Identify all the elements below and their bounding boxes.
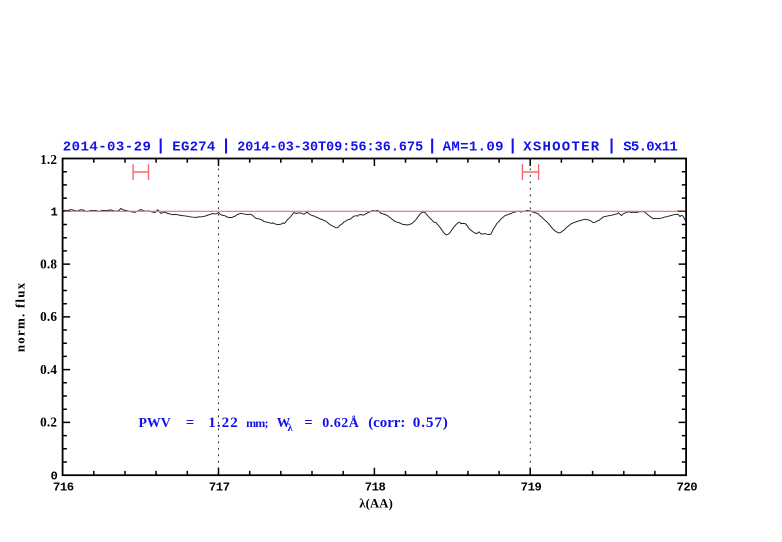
svg-text:norm. flux: norm. flux [13, 282, 28, 353]
svg-text:716: 716 [53, 481, 74, 495]
svg-text:717: 717 [209, 481, 230, 495]
svg-text:1: 1 [50, 206, 57, 220]
svg-text:2014-03-30T09:56:36.675: 2014-03-30T09:56:36.675 [237, 141, 423, 156]
svg-text:S5.0x11: S5.0x11 [623, 140, 677, 156]
svg-text:0.2: 0.2 [40, 415, 57, 430]
svg-text:0.62Å: 0.62Å [322, 415, 360, 431]
svg-text:XSHOOTER: XSHOOTER [523, 140, 600, 156]
svg-text:EG274: EG274 [172, 140, 215, 156]
svg-text:|: | [427, 137, 437, 155]
svg-text:|: | [221, 137, 231, 155]
svg-text:=: = [304, 415, 312, 431]
svg-text:|: | [156, 137, 166, 155]
svg-text:0: 0 [50, 469, 57, 483]
svg-text:1.2: 1.2 [40, 152, 57, 167]
svg-text:0.4: 0.4 [40, 362, 57, 377]
svg-text:1.22: 1.22 [208, 415, 238, 431]
svg-text:=: = [186, 415, 194, 431]
svg-text:AM=1.09: AM=1.09 [443, 140, 504, 156]
svg-text:0.6: 0.6 [40, 309, 57, 324]
svg-text:0.57): 0.57) [413, 414, 449, 431]
svg-text:718: 718 [365, 481, 386, 495]
svg-text:720: 720 [676, 481, 697, 495]
svg-text:λ(AA): λ(AA) [359, 497, 393, 511]
svg-text:0.8: 0.8 [40, 256, 57, 271]
svg-text:|: | [508, 137, 518, 155]
svg-text:PWV: PWV [139, 415, 171, 430]
svg-text:mm;: mm; [246, 416, 268, 430]
svg-text:719: 719 [521, 481, 542, 495]
svg-text:λ: λ [288, 423, 294, 434]
svg-text:W: W [277, 415, 291, 430]
svg-text:(corr:: (corr: [368, 415, 405, 431]
svg-text:2014-03-29: 2014-03-29 [63, 140, 152, 156]
svg-text:|: | [607, 137, 617, 155]
